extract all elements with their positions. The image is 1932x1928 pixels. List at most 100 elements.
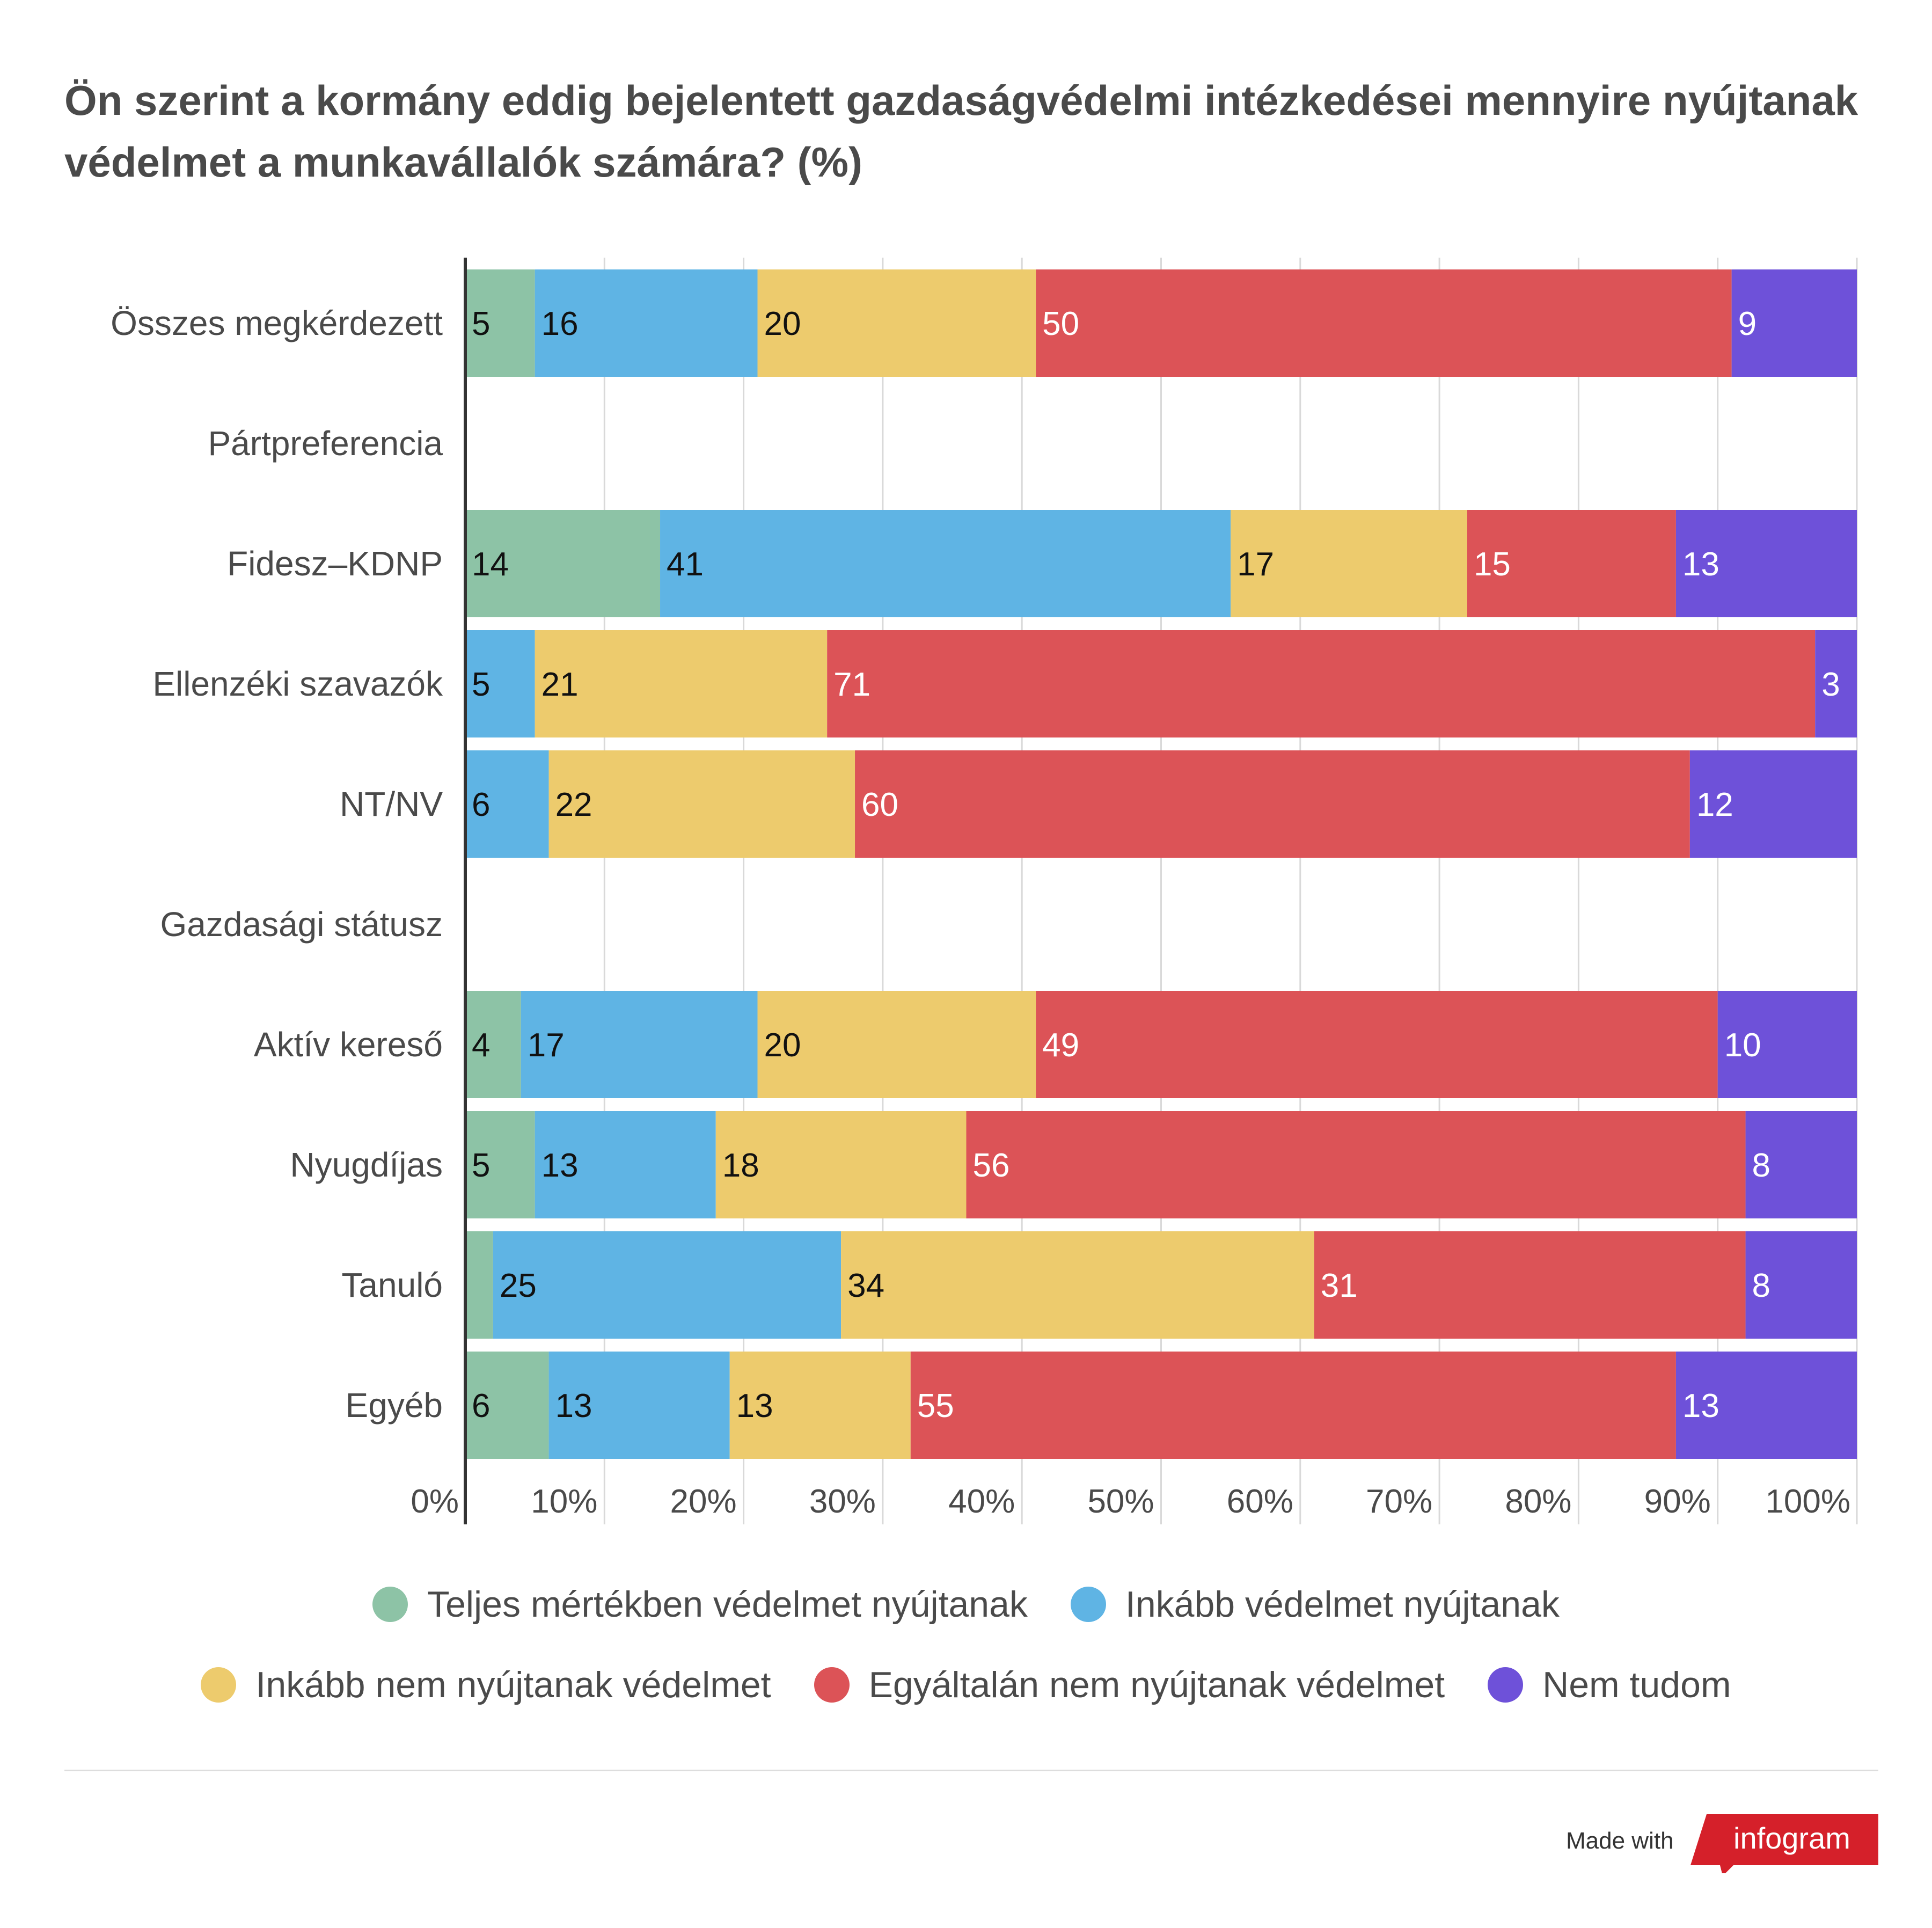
category-label: Fidesz–KDNP [227,544,443,583]
category-label: Nyugdíjas [290,1145,443,1184]
data-label: 49 [1042,1027,1079,1064]
bar-segment [757,269,1036,377]
legend-label: Teljes mértékben védelmet nyújtanak [427,1584,1028,1625]
legend-label: Nem tudom [1542,1664,1731,1705]
x-tick-label: 10% [531,1483,597,1520]
data-label: 4 [472,1027,490,1064]
data-label: 22 [555,786,592,823]
legend-item[interactable]: Teljes mértékben védelmet nyújtanak [372,1583,1028,1625]
data-label: 6 [472,1387,490,1425]
bar-segment [1467,510,1676,617]
stacked-bar-chart: 5 16 20 50 9 14 41 17 15 13 5 21 71 3 6 22 60 12 4 17 20 49 10… [111,258,1858,1524]
bar-segment [966,1111,1746,1218]
made-with-label: Made with [1566,1828,1674,1854]
x-tick-label: 40% [948,1483,1015,1520]
category-label: Gazdasági státusz [160,905,443,944]
infogram-brand-text: infogram [1733,1821,1850,1855]
bar-segment [1689,750,1857,858]
category-label: NT/NV [340,785,443,823]
bar-segment [1717,991,1857,1098]
data-label: 13 [736,1387,773,1425]
bar-segment [548,750,855,858]
data-label: 56 [972,1147,1009,1184]
bar-segment [465,510,661,617]
bar-segment [1745,1111,1857,1218]
data-label: 20 [764,305,801,342]
bar-segment [855,750,1690,858]
bar-segment [1745,1231,1857,1339]
bar-segment [729,1352,911,1459]
data-label: 10 [1724,1027,1761,1064]
bar-segment [1036,991,1718,1098]
data-label: 3 [1821,666,1840,703]
bar-segment [465,750,549,858]
data-label: 20 [764,1027,801,1064]
infogram-logo[interactable] [1690,1814,1878,1873]
legend-label: Inkább védelmet nyújtanak [1125,1584,1560,1625]
x-tick-label: 30% [809,1483,876,1520]
data-label: 5 [472,666,490,703]
data-label: 31 [1321,1267,1358,1304]
legend-item[interactable]: Inkább nem nyújtanak védelmet [201,1664,771,1706]
data-label: 8 [1752,1267,1770,1304]
data-label: 34 [847,1267,884,1304]
data-label: 71 [833,666,870,703]
data-label: 17 [528,1027,565,1064]
bar-segment [1815,630,1857,737]
data-label: 15 [1474,546,1511,583]
bar-segment [841,1231,1314,1339]
footer-divider [64,1770,1878,1771]
data-label: 9 [1738,305,1757,342]
data-label: 8 [1752,1147,1770,1184]
x-tick-label: 80% [1505,1483,1571,1520]
bar-segment [548,1352,730,1459]
bar-segment [1314,1231,1746,1339]
legend-item[interactable]: Inkább védelmet nyújtanak [1070,1583,1560,1625]
bar-segment [827,630,1816,737]
data-label: 6 [472,786,490,823]
bar-segment [660,510,1231,617]
data-label: 21 [541,666,579,703]
legend-swatch [1488,1667,1524,1703]
legend-label: Inkább nem nyújtanak védelmet [255,1664,771,1705]
bar-segment [535,1111,716,1218]
category-label: Egyéb [346,1386,443,1425]
data-label: 55 [917,1387,954,1425]
x-tick-label: 100% [1765,1483,1850,1520]
data-label: 41 [667,546,704,583]
legend-row-1: Teljes mértékben védelmet nyújtanak Inkáb… [0,1583,1932,1625]
bar-segment [465,1352,549,1459]
category-label: Ellenzéki szavazók [152,664,443,703]
data-label: 60 [861,786,898,823]
data-label: 13 [1682,546,1719,583]
category-label: Tanuló [341,1266,443,1304]
data-label: 13 [541,1147,579,1184]
legend-swatch [201,1667,237,1703]
bar-segment [715,1111,967,1218]
chart-title: Ön szerint a kormány eddig bejelentett g… [64,77,1858,186]
category-label: Aktív kereső [254,1025,443,1064]
data-label: 5 [472,305,490,342]
bar-segment [493,1231,841,1339]
bars: 5 16 20 50 9 14 41 17 15 13 5 21 71 3 6 22 60 12 4 17 20 49 10… [465,269,1857,1459]
bar-segment [1231,510,1467,617]
data-label: 5 [472,1147,490,1184]
bar-segment [465,1231,493,1339]
data-label: 25 [500,1267,537,1304]
bar-segment [1675,510,1857,617]
legend-item[interactable]: Nem tudom [1488,1664,1731,1706]
legend-row-2: Inkább nem nyújtanak védelmet Egyáltalán … [0,1664,1932,1706]
bar-segment [757,991,1036,1098]
data-label: 16 [541,305,579,342]
bar-segment [1675,1352,1857,1459]
data-label: 14 [472,546,509,583]
bar-segment [465,991,521,1098]
data-label: 13 [1682,1387,1719,1425]
bar-segment [521,991,758,1098]
category-label: Összes megkérdezett [111,304,443,342]
x-tick-label: 50% [1087,1483,1154,1520]
legend-item[interactable]: Egyáltalán nem nyújtanak védelmet [814,1664,1445,1706]
x-tick-label: 70% [1366,1483,1432,1520]
bar-segment [465,630,535,737]
category-label: Pártpreferencia [208,424,443,463]
